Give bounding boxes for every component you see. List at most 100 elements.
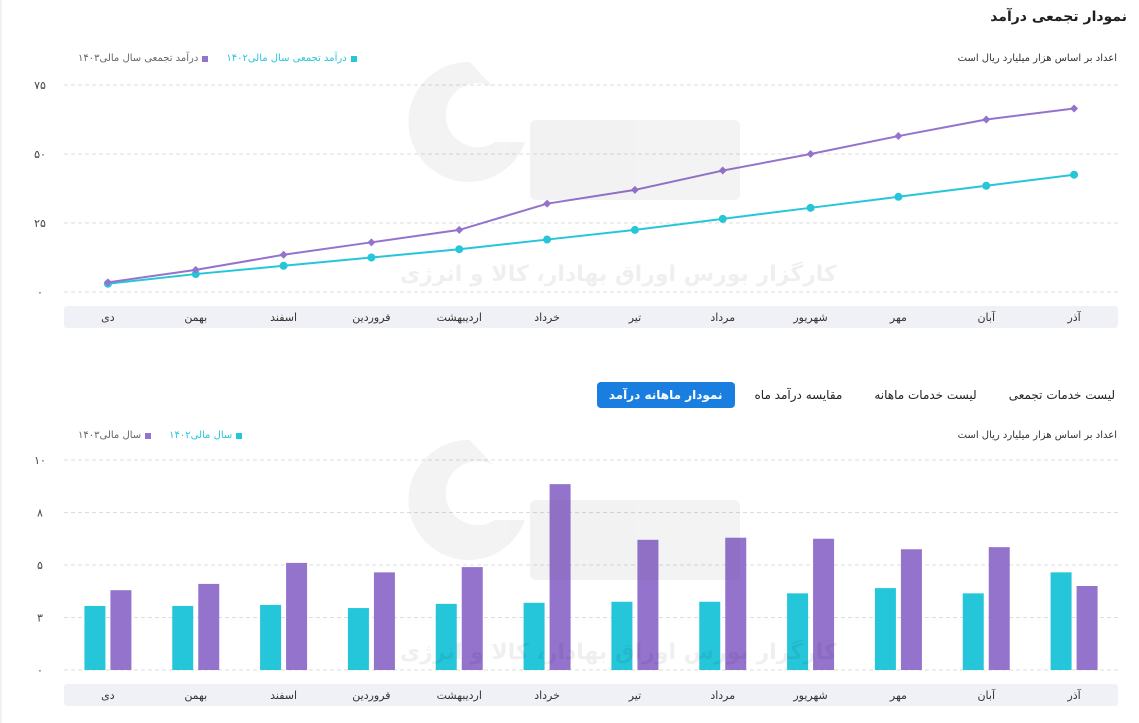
- legend-swatch-1403: [202, 55, 209, 62]
- tab-compare-month-revenue[interactable]: مقایسه درآمد ماه: [754, 388, 843, 402]
- data-point: [630, 185, 639, 194]
- y-tick-label: ۷۵: [34, 79, 46, 92]
- data-point: [543, 235, 552, 244]
- x-tick-label: آذر: [1066, 688, 1081, 702]
- x-tick-label: مرداد: [710, 311, 735, 324]
- bar: [435, 603, 457, 670]
- data-point: [630, 225, 639, 234]
- x-tick-label: خرداد: [534, 311, 560, 324]
- monthly-legend-label-1402: سال مالی۱۴۰۲: [169, 430, 233, 441]
- data-point: [1070, 104, 1079, 113]
- monthly-legend-label-1403: سال مالی۱۴۰۳: [78, 430, 142, 441]
- tab-monthly-services-list[interactable]: لیست خدمات ماهانه: [874, 388, 977, 402]
- bar: [523, 602, 545, 670]
- y-tick-label: ۸: [37, 507, 43, 520]
- data-point: [367, 238, 376, 247]
- series-line: [107, 107, 1075, 284]
- bar: [373, 572, 395, 670]
- bar: [461, 567, 483, 670]
- left-divider: [0, 0, 2, 723]
- tab-monthly-revenue-chart[interactable]: نمودار ماهانه درآمد: [596, 382, 735, 408]
- x-tick-label: آذر: [1066, 310, 1081, 324]
- bar: [874, 588, 896, 670]
- monthly-legend-item-1403[interactable]: سال مالی۱۴۰۳: [78, 430, 152, 441]
- data-point: [718, 214, 727, 223]
- x-tick-label: اسفند: [270, 689, 297, 702]
- legend-item-1402[interactable]: درآمد تجمعی سال مالی۱۴۰۲: [226, 53, 357, 64]
- bar: [347, 608, 369, 670]
- x-tick-label: مهر: [889, 689, 907, 702]
- bar: [813, 538, 835, 670]
- cumulative-legend: درآمد تجمعی سال مالی۱۴۰۳ درآمد تجمعی سال…: [78, 53, 357, 64]
- x-tick-label: اردیبهشت: [437, 311, 482, 324]
- data-point: [191, 265, 200, 274]
- bar: [988, 547, 1010, 670]
- bar: [900, 549, 922, 670]
- data-point: [982, 115, 991, 124]
- legend-label-1402: درآمد تجمعی سال مالی۱۴۰۲: [226, 53, 347, 64]
- bar: [1050, 572, 1072, 670]
- x-tick-label: خرداد: [534, 689, 560, 702]
- data-point: [1070, 170, 1079, 179]
- y-tick-label: ۵۰: [34, 148, 46, 161]
- monthly-legend-swatch-1402: [236, 432, 243, 439]
- x-tick-label: فروردین: [352, 689, 390, 702]
- x-axis-band: [64, 306, 1118, 328]
- data-point: [543, 199, 552, 208]
- x-tick-label: دی: [101, 311, 115, 324]
- monthly-legend: سال مالی۱۴۰۳ سال مالی۱۴۰۲: [78, 430, 243, 441]
- data-point: [455, 245, 464, 254]
- y-tick-label: ۰: [37, 286, 43, 299]
- data-point: [718, 166, 727, 175]
- y-tick-label: ۵: [37, 559, 43, 572]
- units-note: اعداد بر اساس هزار میلیارد ریال است: [957, 53, 1117, 64]
- y-tick-label: ۳: [37, 612, 43, 625]
- cumulative-chart-title: نمودار تجمعی درآمد: [990, 9, 1127, 25]
- bar: [1076, 586, 1098, 670]
- y-tick-label: ۱۰: [34, 454, 46, 467]
- data-point: [894, 192, 903, 201]
- data-point: [982, 181, 991, 190]
- bar: [637, 539, 659, 670]
- bar: [172, 605, 194, 670]
- x-tick-label: مرداد: [710, 689, 735, 702]
- bar: [84, 605, 106, 670]
- x-tick-label: بهمن: [184, 689, 207, 702]
- monthly-units-note: اعداد بر اساس هزار میلیارد ریال است: [957, 430, 1117, 441]
- monthly-legend-swatch-1403: [145, 432, 152, 439]
- bar: [962, 593, 984, 670]
- x-tick-label: بهمن: [184, 311, 207, 324]
- bar: [260, 604, 282, 670]
- x-tick-label: تیر: [628, 311, 641, 324]
- legend-label-1403: درآمد تجمعی سال مالی۱۴۰۳: [78, 53, 199, 64]
- y-tick-label: ۲۵: [34, 217, 46, 230]
- series-line: [107, 173, 1075, 285]
- tab-cumulative-services-list[interactable]: لیست خدمات تجمعی: [1008, 388, 1115, 402]
- x-tick-label: آبان: [977, 310, 995, 324]
- legend-swatch-1402: [350, 55, 357, 62]
- data-point: [191, 270, 200, 279]
- x-tick-label: شهریور: [792, 689, 827, 702]
- x-axis-band: [64, 684, 1118, 706]
- data-point: [806, 203, 815, 212]
- x-tick-label: اسفند: [270, 311, 297, 324]
- bar: [286, 562, 308, 670]
- data-point: [279, 261, 288, 270]
- x-tick-label: آبان: [977, 688, 995, 702]
- data-point: [894, 132, 903, 141]
- data-point: [103, 278, 112, 287]
- x-tick-label: فروردین: [352, 311, 390, 324]
- bar: [725, 537, 747, 670]
- monthly-legend-item-1402[interactable]: سال مالی۱۴۰۲: [169, 430, 243, 441]
- y-tick-label: ۰: [37, 664, 43, 677]
- x-tick-label: مهر: [889, 311, 907, 324]
- chart-tabs: نمودار ماهانه درآمد مقایسه درآمد ماه لیس…: [596, 382, 1127, 408]
- bar: [699, 601, 721, 670]
- x-tick-label: تیر: [628, 689, 641, 702]
- bar: [549, 484, 571, 670]
- legend-item-1403[interactable]: درآمد تجمعی سال مالی۱۴۰۳: [78, 53, 209, 64]
- x-tick-label: اردیبهشت: [437, 689, 482, 702]
- cumulative-line-chart: ۷۵ ۵۰ ۲۵ ۰ آذر آبان مهر شهریور مرداد تیر خرداد اردی…: [34, 79, 1118, 328]
- bar: [787, 593, 809, 670]
- x-tick-label: دی: [101, 689, 115, 702]
